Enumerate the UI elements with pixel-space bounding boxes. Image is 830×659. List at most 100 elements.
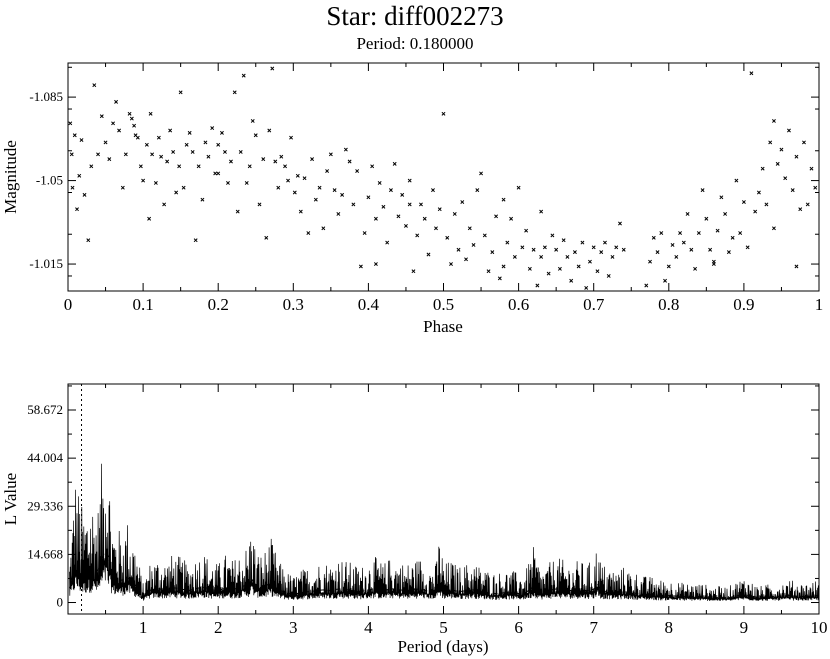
data-point	[235, 209, 240, 214]
data-point	[295, 173, 300, 178]
data-point	[809, 166, 814, 171]
x-tick-label: 0.3	[283, 295, 304, 314]
data-point	[644, 283, 649, 288]
data-point	[501, 197, 506, 202]
data-point	[92, 83, 97, 88]
data-point	[505, 240, 510, 245]
data-point	[292, 190, 297, 195]
data-point	[171, 150, 176, 154]
data-point	[696, 231, 701, 235]
data-point	[527, 266, 532, 271]
x-tick-label: 0.1	[132, 295, 153, 314]
data-point	[114, 99, 119, 104]
data-point	[719, 195, 724, 200]
x-tick-label: 3	[289, 618, 298, 637]
data-point	[244, 181, 249, 185]
data-point	[150, 152, 155, 157]
data-point	[659, 231, 664, 235]
data-point	[512, 254, 517, 259]
data-point	[223, 150, 227, 154]
data-point	[441, 111, 446, 116]
chart-subtitle: Period: 0.180000	[356, 34, 474, 53]
data-point	[336, 212, 341, 216]
period-x-axis-label: Period (days)	[397, 637, 488, 656]
data-point	[775, 161, 780, 166]
data-point	[422, 216, 427, 221]
data-point	[247, 164, 252, 169]
x-tick-label: 0.4	[358, 295, 380, 314]
l-value-y-ticks: 0 14.668 29.336 44.004 58.672	[27, 385, 819, 610]
data-point	[407, 202, 412, 207]
phase-plot: 0 0.1 0.2 0.3 0.4 0.5 0.6 0.7 0.8 0.9 1 -1.085-1.0…	[1, 62, 824, 336]
data-point	[123, 152, 128, 157]
data-point	[400, 192, 405, 197]
data-point	[715, 228, 720, 233]
data-point	[343, 147, 348, 152]
data-point	[120, 185, 125, 190]
data-point	[700, 188, 705, 193]
data-point	[790, 188, 795, 193]
data-point	[445, 235, 450, 240]
x-tick-label: 1	[815, 295, 824, 314]
data-point	[456, 247, 461, 252]
data-point	[385, 240, 390, 245]
data-point	[216, 171, 221, 176]
data-point	[685, 212, 690, 216]
data-point	[177, 164, 182, 169]
phase-y-axis-label: Magnitude	[1, 140, 20, 214]
data-point	[621, 247, 626, 252]
data-point	[591, 245, 596, 250]
data-point	[373, 262, 378, 267]
data-point	[181, 185, 186, 190]
data-point	[206, 154, 211, 159]
data-point	[127, 111, 132, 116]
data-point	[261, 157, 266, 162]
data-point	[768, 140, 773, 145]
data-point	[200, 197, 205, 202]
data-point	[756, 190, 761, 195]
data-point	[144, 142, 149, 147]
periodogram-line	[69, 463, 820, 602]
data-point	[794, 264, 799, 269]
y-tick-label: 44.004	[27, 450, 63, 465]
y-tick-label: -1.015	[29, 256, 63, 271]
data-point	[576, 264, 581, 269]
x-tick-label: 5	[439, 618, 448, 637]
periodogram-plot: 1 2 3 4 5 6 7 8 9 10 0 14.668 29.336 44.004 58.672 Pe…	[1, 383, 828, 656]
data-point	[298, 209, 303, 214]
data-point	[141, 178, 146, 183]
data-point	[798, 207, 803, 212]
data-point	[704, 216, 709, 221]
data-point	[279, 154, 284, 159]
data-point	[69, 152, 74, 157]
data-point	[689, 247, 694, 252]
data-point	[794, 154, 799, 159]
data-point	[614, 245, 619, 250]
data-point	[358, 264, 363, 269]
data-point	[783, 176, 788, 181]
x-tick-label: 0	[64, 295, 73, 314]
data-point	[232, 90, 237, 95]
data-point	[325, 169, 330, 173]
data-point	[771, 226, 776, 231]
data-point	[494, 214, 499, 219]
data-point	[270, 66, 275, 71]
data-point	[79, 138, 84, 142]
data-point	[561, 238, 566, 243]
data-point	[670, 243, 675, 247]
data-point	[267, 128, 272, 133]
data-point	[190, 150, 195, 154]
data-point	[168, 128, 173, 133]
data-point	[273, 159, 278, 164]
data-point	[572, 250, 577, 255]
data-point	[531, 247, 536, 252]
data-point	[460, 200, 465, 204]
data-point	[210, 126, 215, 131]
data-point	[86, 238, 91, 243]
data-point	[332, 188, 337, 193]
data-point	[72, 133, 77, 138]
data-point	[509, 216, 514, 221]
data-point	[648, 259, 652, 264]
data-point	[726, 250, 731, 255]
